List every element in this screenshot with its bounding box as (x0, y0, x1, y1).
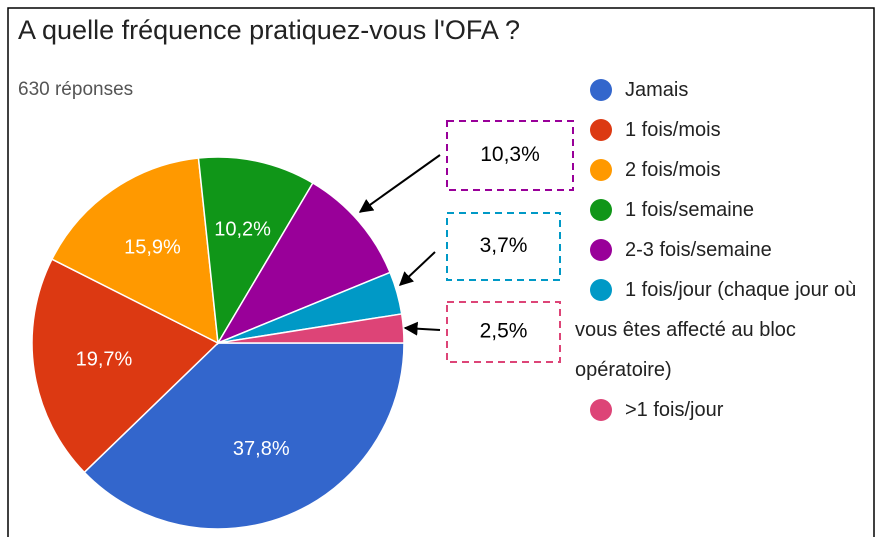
callout-arrow (398, 251, 436, 286)
legend-swatch (590, 119, 612, 141)
legend: Jamais 1 fois/mois 2 fois/mois 1 fois/semai… (575, 70, 875, 430)
legend-item: 1 fois/jour (chaque jour où vous êtes af… (575, 270, 875, 390)
chart-title: A quelle fréquence pratiquez-vous l'OFA … (18, 15, 520, 45)
legend-label: 2 fois/mois (625, 159, 721, 181)
callout-label: 3,7% (480, 234, 528, 257)
callout-box (446, 212, 561, 281)
callout-box (446, 120, 574, 191)
legend-item: 2-3 fois/semaine (575, 230, 875, 270)
legend-label: 2-3 fois/semaine (625, 239, 772, 261)
pie-slice (216, 181, 392, 345)
legend-item: >1 fois/jour (575, 390, 875, 430)
slice-label: 37,8% (233, 438, 290, 460)
legend-label: 1 fois/mois (625, 119, 721, 141)
legend-swatch (590, 159, 612, 181)
callout-arrow (358, 154, 441, 213)
callout-arrow (403, 321, 441, 336)
legend-swatch (590, 79, 612, 101)
legend-item: 2 fois/mois (575, 150, 875, 190)
legend-swatch (590, 399, 612, 421)
callout-box (446, 301, 561, 363)
chart-subtitle: 630 réponses (18, 79, 133, 100)
callout-label: 10,3% (480, 143, 540, 166)
legend-item: 1 fois/semaine (575, 190, 875, 230)
legend-label: >1 fois/jour (625, 399, 724, 421)
pie-slice (217, 313, 405, 344)
legend-label: 1 fois/jour (chaque jour où vous êtes af… (575, 279, 857, 381)
legend-label: Jamais (625, 79, 689, 101)
callout-label: 2,5% (480, 320, 528, 343)
legend-swatch (590, 279, 612, 301)
legend-item: 1 fois/mois (575, 110, 875, 150)
legend-swatch (590, 239, 612, 261)
legend-item: Jamais (575, 70, 875, 110)
pie-slice (83, 342, 405, 530)
slice-label: 10,2% (214, 219, 271, 241)
frame (7, 7, 875, 537)
pie-slice (50, 157, 219, 345)
slice-label: 19,7% (76, 349, 133, 371)
legend-swatch (590, 199, 612, 221)
pie-slice (197, 156, 314, 346)
slice-label: 15,9% (124, 236, 181, 258)
legend-label: 1 fois/semaine (625, 199, 754, 221)
pie-slice (31, 258, 220, 474)
